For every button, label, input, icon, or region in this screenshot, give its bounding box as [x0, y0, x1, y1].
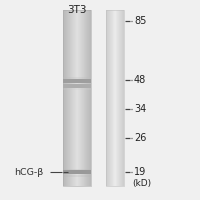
Text: (kD): (kD)	[132, 179, 151, 188]
Bar	[119, 10, 120, 186]
Bar	[112, 10, 113, 186]
Bar	[106, 10, 107, 186]
Bar	[79, 10, 80, 186]
Bar	[66, 10, 67, 186]
Bar	[86, 10, 87, 186]
Bar	[84, 10, 85, 186]
Bar	[67, 10, 68, 186]
Bar	[68, 10, 69, 186]
Bar	[89, 10, 90, 186]
Bar	[123, 10, 124, 186]
Bar	[63, 84, 91, 86]
Bar	[63, 83, 91, 85]
Bar	[63, 88, 91, 90]
Bar	[122, 10, 123, 186]
Bar	[74, 10, 75, 186]
Bar	[106, 10, 124, 186]
Bar	[120, 10, 121, 186]
Bar	[72, 10, 73, 186]
Bar	[65, 10, 66, 186]
Text: 3T3: 3T3	[67, 5, 87, 15]
Bar	[63, 175, 91, 177]
Bar	[113, 10, 114, 186]
Bar	[117, 10, 118, 186]
Bar	[64, 10, 65, 186]
Bar	[115, 10, 116, 186]
Bar	[85, 10, 86, 186]
Bar	[63, 10, 64, 186]
Bar	[78, 10, 79, 186]
Bar	[71, 10, 72, 186]
Text: 19: 19	[134, 167, 146, 177]
Bar	[80, 10, 81, 186]
Bar	[109, 10, 110, 186]
Bar	[110, 10, 111, 186]
Bar	[69, 10, 70, 186]
Bar	[63, 10, 91, 186]
Bar	[108, 10, 109, 186]
Bar	[63, 84, 91, 88]
Bar	[76, 10, 77, 186]
Bar	[107, 10, 108, 186]
Bar	[83, 10, 84, 186]
Text: hCG-β: hCG-β	[14, 168, 43, 177]
Text: 34: 34	[134, 104, 146, 114]
Bar	[118, 10, 119, 186]
Bar	[73, 10, 74, 186]
Bar	[116, 10, 117, 186]
Bar	[82, 10, 83, 186]
Bar	[75, 10, 76, 186]
Bar	[114, 10, 115, 186]
Bar	[63, 170, 91, 174]
Bar	[121, 10, 122, 186]
Text: 48: 48	[134, 75, 146, 85]
Bar	[77, 10, 78, 186]
Bar	[63, 77, 91, 80]
Bar	[111, 10, 112, 186]
Bar	[63, 169, 91, 172]
Bar	[63, 79, 91, 83]
Bar	[90, 10, 91, 186]
Bar	[81, 10, 82, 186]
Bar	[88, 10, 89, 186]
Bar	[87, 10, 88, 186]
Bar	[70, 10, 71, 186]
Text: 85: 85	[134, 16, 146, 26]
Text: 26: 26	[134, 133, 146, 143]
